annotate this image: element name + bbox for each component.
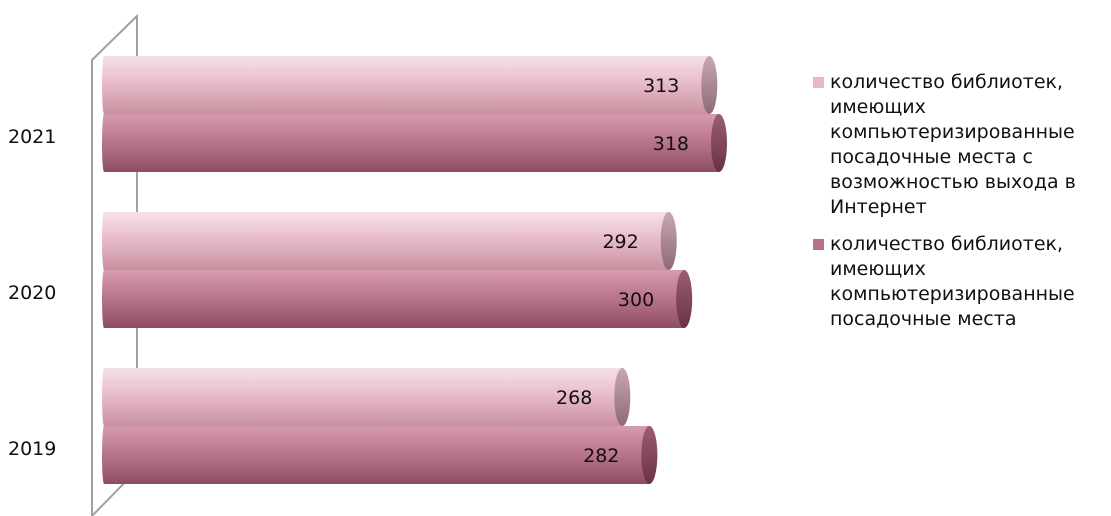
legend-swatch-seats bbox=[813, 239, 824, 250]
legend-label-seats: количество библиотек, имеющих компьютери… bbox=[830, 233, 1075, 330]
data-label-bar-seats-2020: 300 bbox=[618, 289, 654, 311]
bar-seats-2020-cap bbox=[676, 270, 693, 328]
bar-internet-2021 bbox=[104, 56, 710, 114]
data-label-bar-internet-2021: 313 bbox=[643, 75, 679, 97]
bar-seats-2021-start bbox=[102, 114, 106, 172]
category-label-2021: 2021 bbox=[8, 126, 56, 148]
data-label-bar-seats-2021: 318 bbox=[653, 133, 689, 155]
bar-seats-2020-start bbox=[102, 270, 106, 328]
category-label-2020: 2020 bbox=[8, 282, 56, 304]
data-label-bar-seats-2019: 282 bbox=[583, 445, 619, 467]
bar-internet-2021-start bbox=[102, 56, 106, 114]
bar-seats-2020 bbox=[104, 270, 685, 328]
bar-internet-2021-cap bbox=[701, 56, 718, 114]
bar-internet-2020-start bbox=[102, 212, 106, 270]
legend-item-internet: количество библиотек, имеющих компьютери… bbox=[813, 70, 1108, 220]
bar-internet-2019 bbox=[104, 368, 623, 426]
bar-seats-2021-cap bbox=[711, 114, 727, 172]
bar-internet-2020 bbox=[104, 212, 669, 270]
bar-seats-2019-cap bbox=[641, 426, 658, 484]
data-label-bar-internet-2020: 292 bbox=[602, 231, 638, 253]
category-label-2019: 2019 bbox=[8, 438, 56, 460]
legend-swatch-internet bbox=[813, 77, 824, 88]
bar-internet-2019-cap bbox=[614, 368, 631, 426]
legend-label-internet: количество библиотек, имеющих компьютери… bbox=[830, 71, 1076, 218]
legend-item-seats: количество библиотек, имеющих компьютери… bbox=[813, 232, 1108, 332]
legend: количество библиотек, имеющих компьютери… bbox=[813, 70, 1108, 344]
bar-seats-2019 bbox=[104, 426, 650, 484]
data-label-bar-internet-2019: 268 bbox=[556, 387, 592, 409]
bar-seats-2019-start bbox=[102, 426, 106, 484]
bar-internet-2020-cap bbox=[660, 212, 677, 270]
bar-internet-2019-start bbox=[102, 368, 106, 426]
bar-seats-2021 bbox=[104, 114, 719, 172]
bar-chart: 2021 313 318 2020 292 300 2019 268 282 bbox=[8, 13, 727, 516]
